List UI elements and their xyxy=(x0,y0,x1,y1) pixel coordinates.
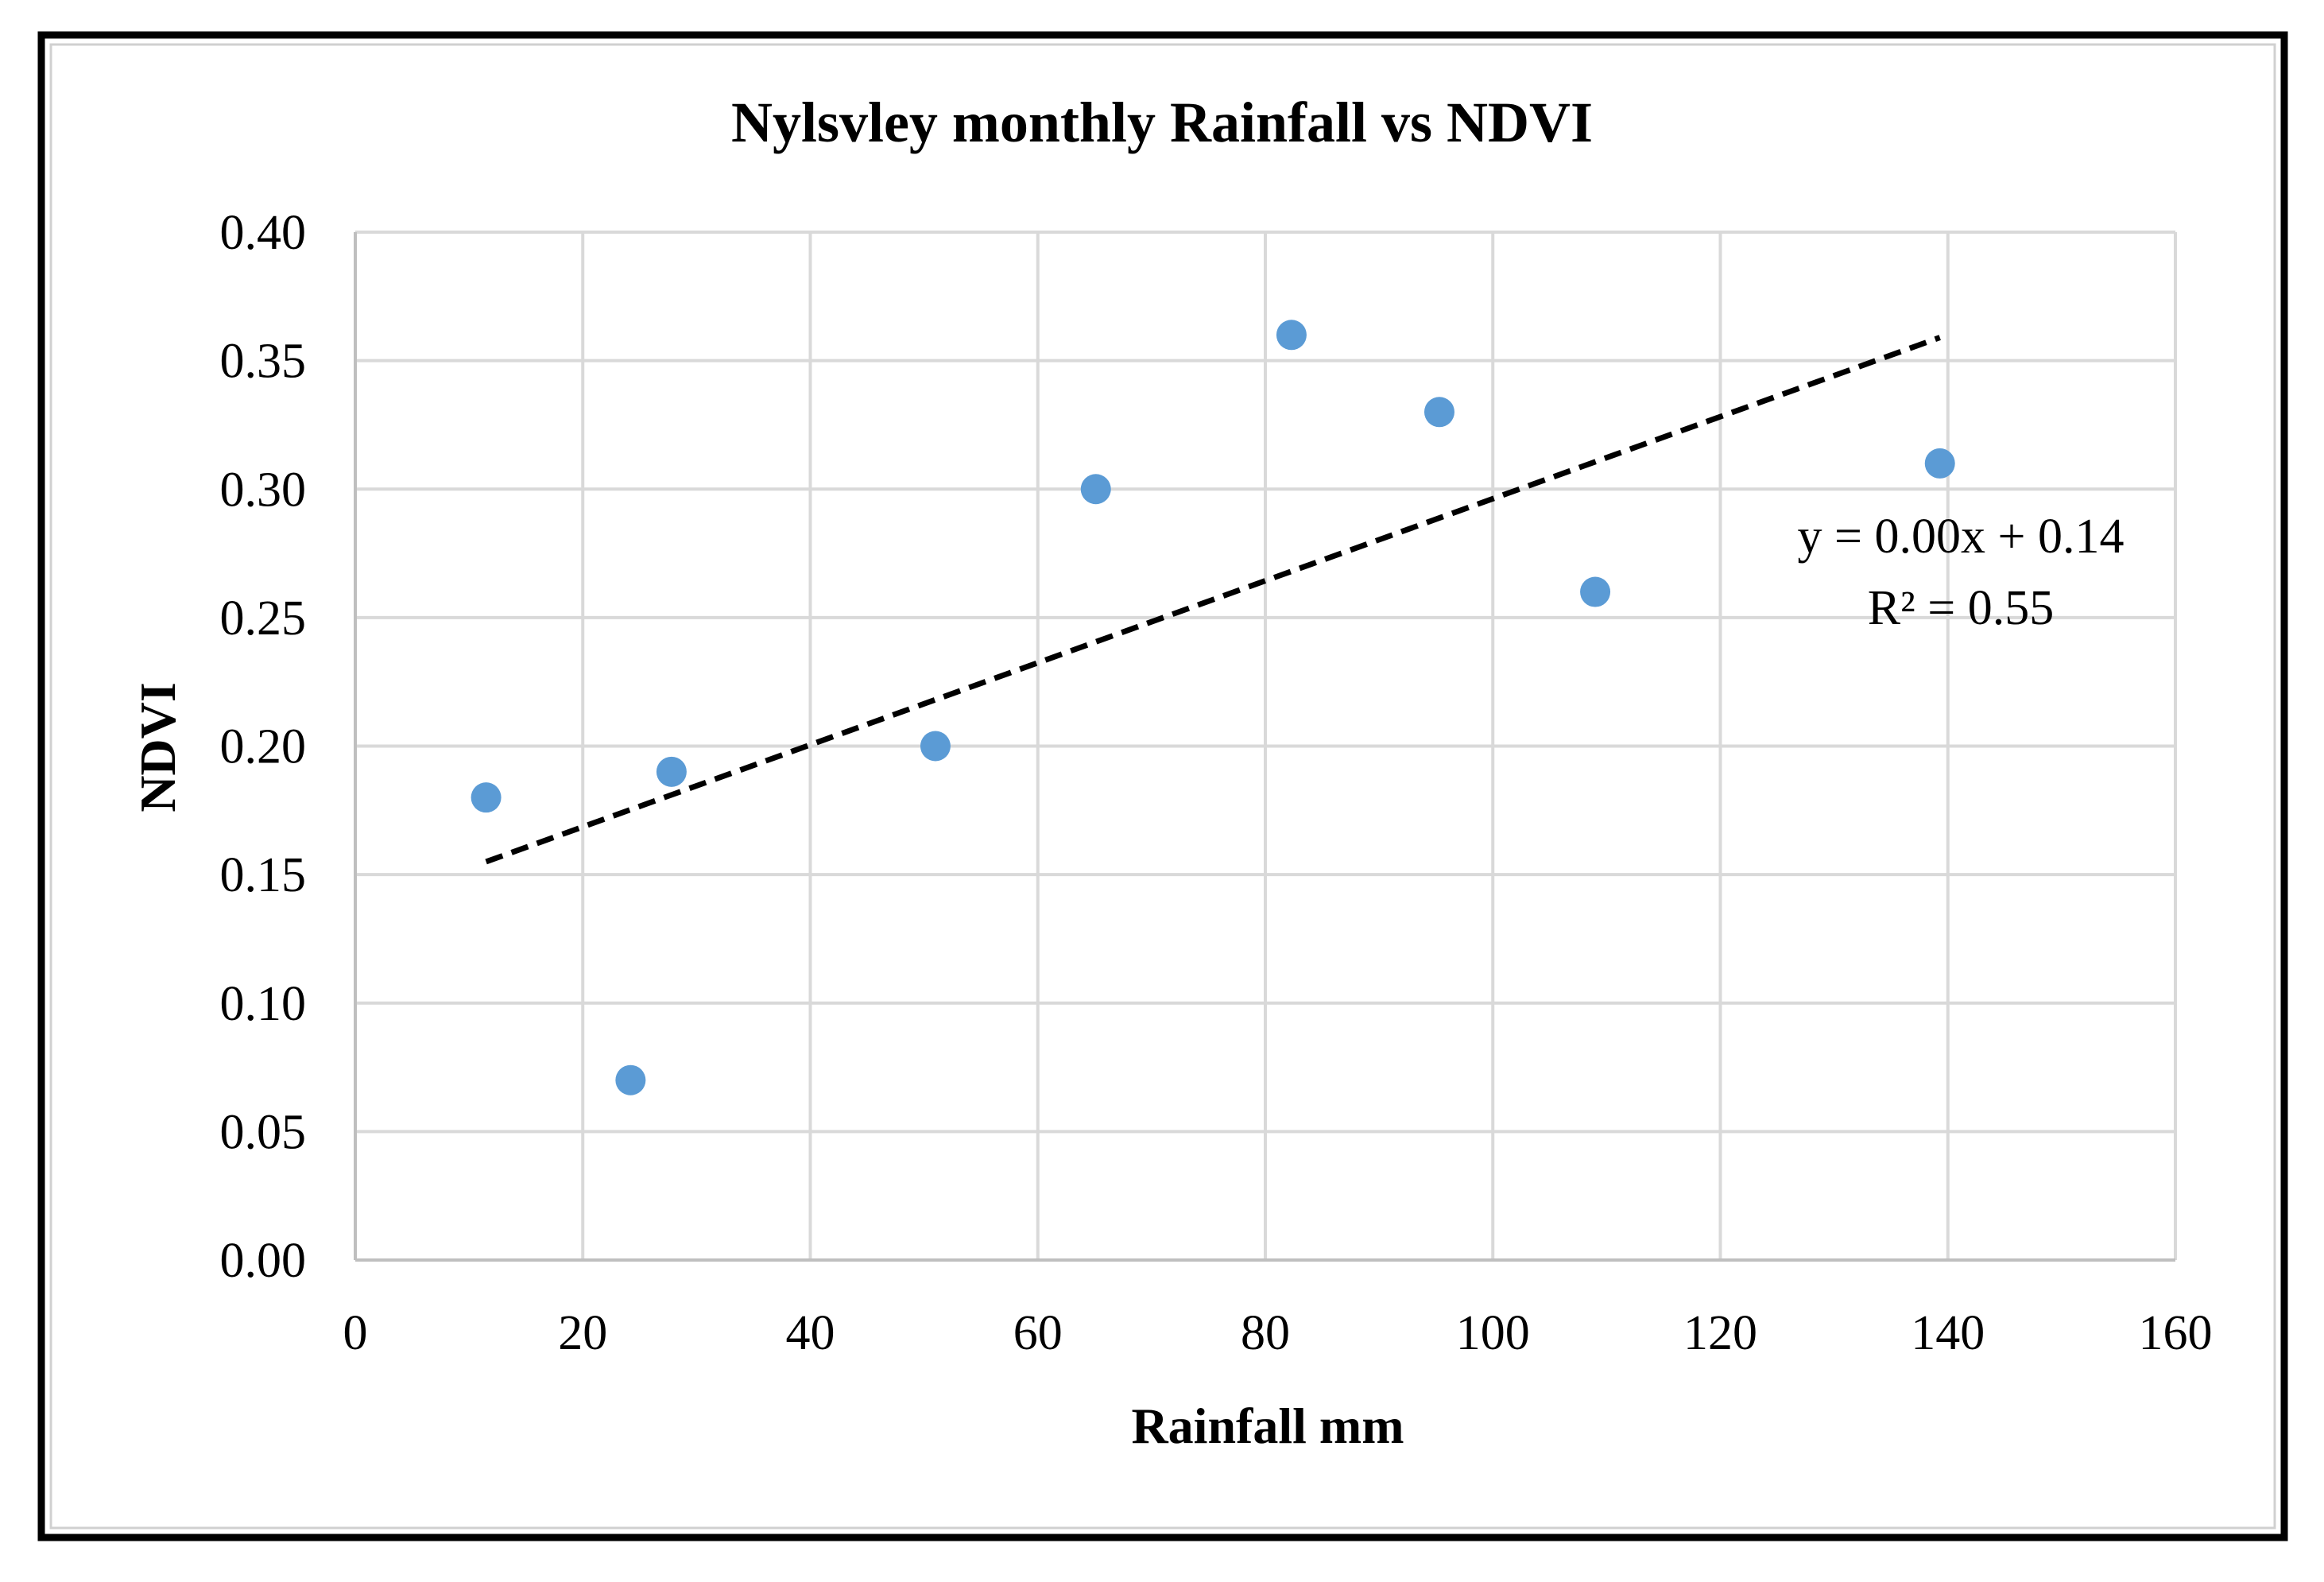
axes xyxy=(354,232,2175,1262)
data-point xyxy=(471,782,502,813)
y-tick-label: 0.15 xyxy=(220,848,307,902)
y-tick-label: 0.25 xyxy=(220,591,307,646)
chart-inner-frame xyxy=(49,43,2276,1530)
x-tick-label: 140 xyxy=(1911,1306,1985,1360)
y-axis-title: NDVI xyxy=(130,682,186,812)
x-tick-labels: 0 20 40 60 80 100 120 140 160 xyxy=(343,1306,2213,1360)
data-point xyxy=(615,1064,646,1095)
trendline-group xyxy=(485,335,1941,865)
y-tick-label: 0.30 xyxy=(220,463,307,517)
data-point xyxy=(1924,448,1955,479)
y-tick-label: 0.05 xyxy=(220,1105,307,1159)
grid xyxy=(355,231,2177,1260)
data-point xyxy=(1080,474,1111,505)
chart-outer-frame xyxy=(37,31,2288,1541)
x-tick-label: 20 xyxy=(558,1306,607,1360)
data-point xyxy=(656,756,687,787)
x-tick-label: 100 xyxy=(1456,1306,1530,1360)
data-point xyxy=(1580,576,1611,607)
trendline-r-squared: R² = 0.55 xyxy=(1868,581,2054,635)
y-tick-label: 0.35 xyxy=(220,335,307,389)
data-point xyxy=(1423,397,1454,428)
trendline-equation: y = 0.00x + 0.14 xyxy=(1798,510,2125,564)
x-axis-title: Rainfall mm xyxy=(1131,1398,1404,1454)
data-point xyxy=(920,731,951,762)
y-tick-label: 0.10 xyxy=(220,977,307,1031)
scatter-points xyxy=(471,320,1955,1095)
x-tick-label: 120 xyxy=(1683,1306,1757,1360)
y-tick-label: 0.40 xyxy=(220,206,307,260)
y-tick-labels: 0.00 0.05 0.10 0.15 0.20 0.25 0.30 0.35 0.40 xyxy=(220,206,307,1288)
trendline xyxy=(485,335,1941,865)
x-tick-label: 60 xyxy=(1013,1306,1063,1360)
data-point xyxy=(1276,320,1307,351)
x-tick-label: 160 xyxy=(2139,1306,2213,1360)
x-tick-label: 40 xyxy=(786,1306,835,1360)
x-tick-label: 0 xyxy=(343,1306,368,1360)
chart-title: Nylsvley monthly Rainfall vs NDVI xyxy=(731,91,1593,154)
y-tick-label: 0.00 xyxy=(220,1234,307,1288)
x-tick-label: 80 xyxy=(1241,1306,1290,1360)
y-tick-label: 0.20 xyxy=(220,720,307,774)
